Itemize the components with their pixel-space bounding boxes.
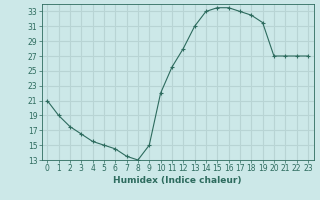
X-axis label: Humidex (Indice chaleur): Humidex (Indice chaleur) [113,176,242,185]
